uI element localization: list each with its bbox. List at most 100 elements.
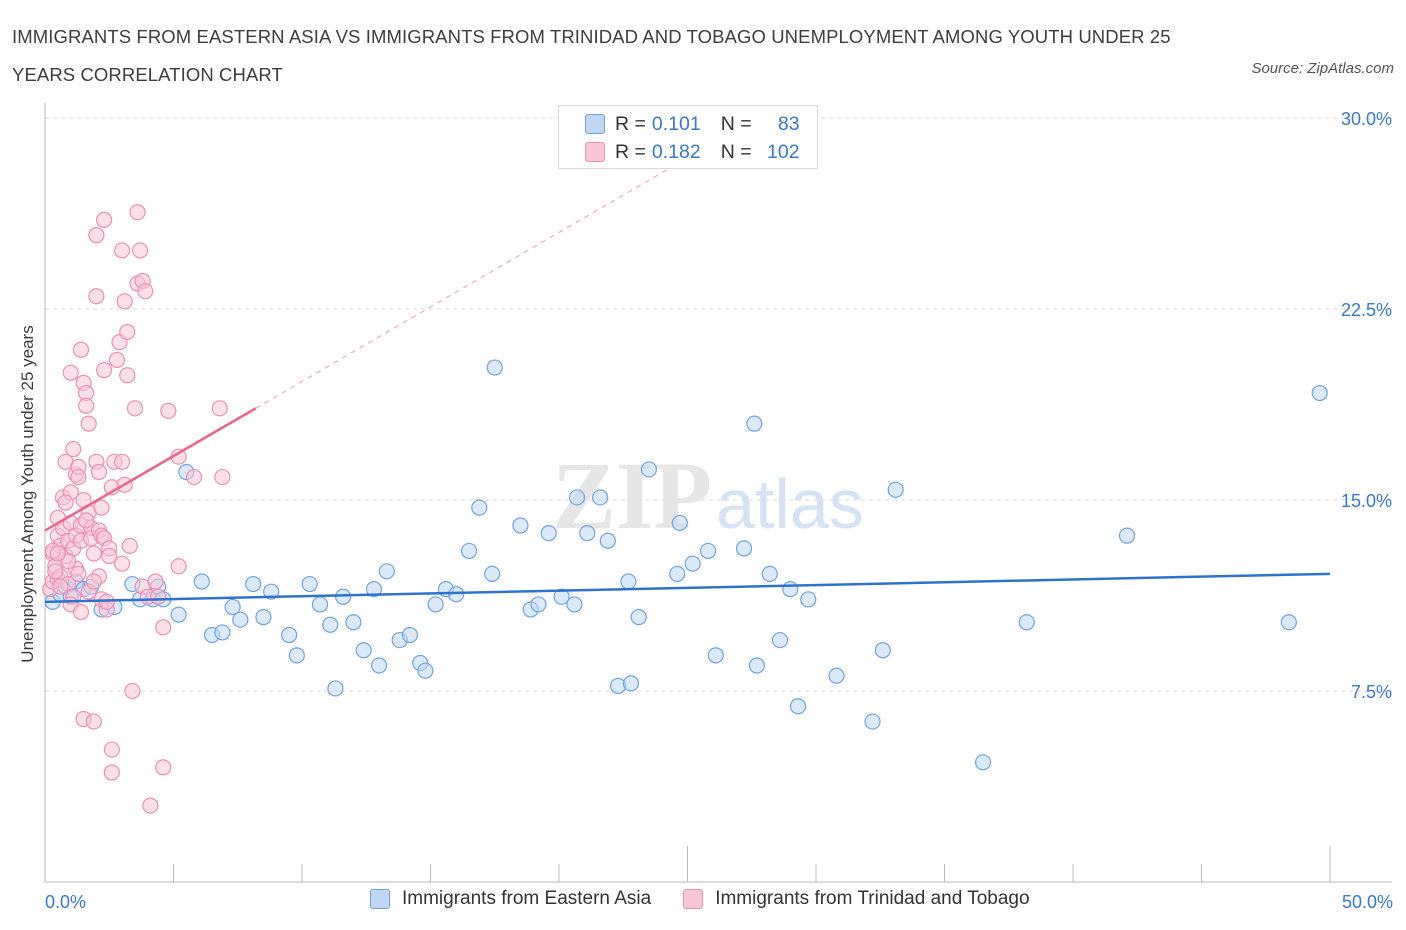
point-trinidad [90, 463, 108, 481]
point-trinidad [96, 362, 113, 379]
point-trinidad [78, 512, 95, 529]
series-legend-label: Immigrants from Trinidad and Tobago [715, 888, 1030, 909]
correlation-legend: R = 0.101 N = 83 R = 0.182 N = 102 [558, 105, 818, 169]
tick-labels: 7.5% 15.0% 22.5% 30.0% 0.0% 50.0% [45, 109, 1393, 912]
point-eastern-asia [746, 415, 763, 432]
trend-line-eastern-asia [44, 572, 1331, 604]
point-eastern-asia [707, 647, 724, 664]
point-trinidad [155, 759, 172, 776]
point-trinidad [211, 400, 228, 417]
point-trinidad [52, 578, 69, 595]
point-eastern-asia [224, 598, 241, 616]
x-tick-label: 50.0% [1342, 892, 1393, 912]
point-trinidad [80, 415, 97, 432]
point-eastern-asia [232, 611, 249, 628]
point-eastern-asia [887, 481, 904, 498]
point-trinidad [170, 558, 187, 575]
point-eastern-asia [471, 499, 488, 516]
point-trinidad [113, 453, 131, 470]
point-trinidad [137, 283, 154, 300]
point-eastern-asia [568, 489, 586, 506]
legend-row-trinidad: R = 0.182 N = 102 [585, 138, 800, 166]
point-trinidad [47, 563, 64, 580]
point-trinidad [113, 242, 131, 259]
point-eastern-asia [170, 606, 187, 623]
series-legend: Immigrants from Eastern Asia Immigrants … [370, 888, 1062, 910]
point-eastern-asia [828, 667, 845, 684]
grid-lines [45, 117, 1392, 692]
point-trinidad [57, 494, 74, 511]
point-trinidad [121, 537, 138, 554]
point-trinidad [119, 323, 136, 341]
point-trinidad [70, 468, 87, 486]
point-eastern-asia [771, 631, 789, 649]
point-eastern-asia [484, 565, 501, 582]
trend-extension-trinidad [255, 164, 675, 409]
point-eastern-asia [789, 698, 807, 715]
point-eastern-asia [540, 525, 557, 542]
point-eastern-asia [281, 626, 298, 644]
point-trinidad [129, 204, 146, 221]
point-eastern-asia [640, 461, 658, 478]
point-eastern-asia [355, 642, 372, 659]
point-eastern-asia [417, 662, 434, 679]
point-trinidad [147, 573, 164, 590]
point-eastern-asia [1280, 614, 1297, 631]
legend-row-eastern-asia: R = 0.101 N = 83 [585, 110, 800, 138]
point-eastern-asia [800, 591, 817, 608]
point-eastern-asia [530, 596, 547, 613]
point-trinidad [126, 400, 144, 417]
legend-r-label: R = [615, 140, 646, 163]
x-tick-label: 0.0% [45, 892, 86, 912]
data-points [42, 204, 1328, 814]
point-trinidad [160, 402, 177, 419]
point-trinidad [78, 397, 95, 414]
legend-n-label: N = [720, 112, 752, 135]
point-eastern-asia [553, 588, 570, 605]
point-eastern-asia [263, 583, 280, 600]
point-trinidad [131, 242, 149, 259]
point-eastern-asia [669, 565, 686, 582]
y-tick-label: 15.0% [1341, 491, 1392, 511]
point-trinidad [185, 468, 203, 486]
y-tick-label: 30.0% [1341, 109, 1392, 129]
point-trinidad [214, 468, 231, 486]
point-eastern-asia [864, 713, 881, 730]
point-eastern-asia [974, 754, 992, 771]
point-trinidad [124, 682, 141, 700]
axes [44, 103, 1392, 883]
point-trinidad [85, 545, 102, 562]
point-eastern-asia [311, 596, 329, 613]
y-tick-label: 22.5% [1341, 300, 1392, 320]
point-eastern-asia [761, 565, 778, 582]
point-eastern-asia [301, 575, 318, 593]
point-eastern-asia [345, 614, 362, 631]
point-trinidad [96, 211, 113, 228]
point-trinidad [85, 573, 102, 590]
y-tick-label: 7.5% [1351, 682, 1392, 702]
series-swatch-pink [683, 889, 704, 909]
series-legend-trinidad[interactable]: Immigrants from Trinidad and Tobago [683, 888, 1030, 910]
legend-n-value: 83 [777, 112, 800, 135]
trend-line-trinidad [44, 407, 257, 532]
point-trinidad [88, 227, 105, 244]
series-legend-eastern-asia[interactable]: Immigrants from Eastern Asia [370, 888, 651, 910]
legend-swatch-blue [585, 114, 605, 134]
point-trinidad [103, 764, 120, 781]
point-trinidad [108, 351, 126, 369]
point-trinidad [70, 565, 87, 582]
point-eastern-asia [427, 596, 444, 613]
point-trinidad [72, 341, 90, 358]
point-trinidad [72, 603, 90, 621]
point-eastern-asia [735, 540, 753, 557]
series-swatch-blue [370, 889, 390, 909]
point-eastern-asia [579, 525, 596, 542]
point-eastern-asia [699, 542, 717, 560]
legend-n-label: N = [720, 140, 752, 163]
legend-n-value: 102 [767, 140, 800, 163]
point-eastern-asia [327, 680, 344, 697]
legend-r-label: R = [615, 112, 646, 135]
point-trinidad [101, 547, 118, 565]
point-eastern-asia [401, 626, 419, 644]
